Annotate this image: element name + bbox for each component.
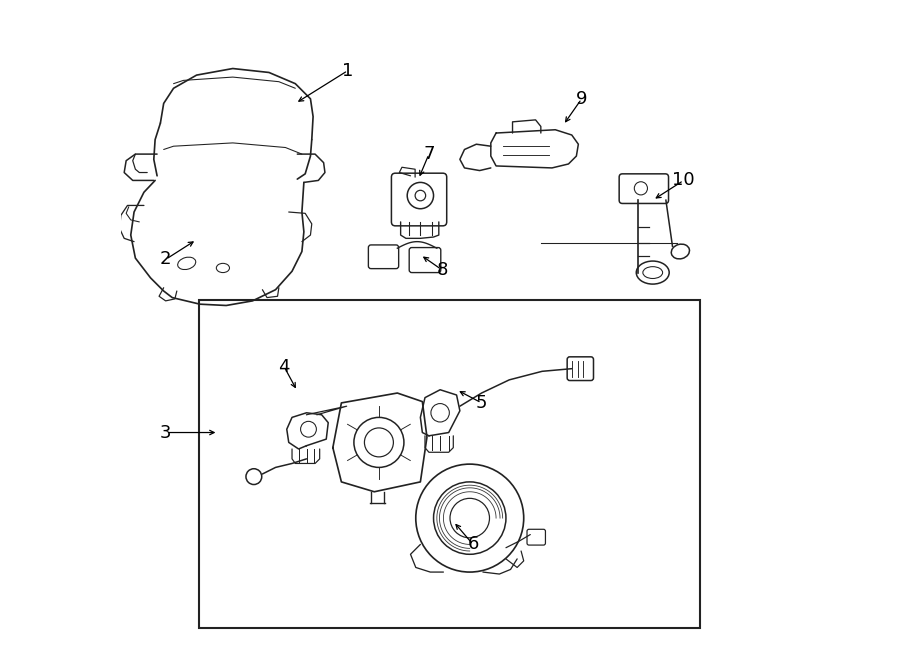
Text: 3: 3 — [160, 424, 171, 442]
Text: 1: 1 — [342, 61, 354, 79]
Text: 6: 6 — [467, 535, 479, 553]
Text: 10: 10 — [672, 171, 695, 190]
Text: 4: 4 — [278, 358, 290, 375]
Text: 5: 5 — [476, 394, 487, 412]
Text: 7: 7 — [423, 145, 435, 163]
Text: 8: 8 — [436, 261, 448, 279]
Text: 2: 2 — [160, 251, 171, 268]
Text: 9: 9 — [576, 90, 588, 108]
Bar — [199, 300, 700, 628]
